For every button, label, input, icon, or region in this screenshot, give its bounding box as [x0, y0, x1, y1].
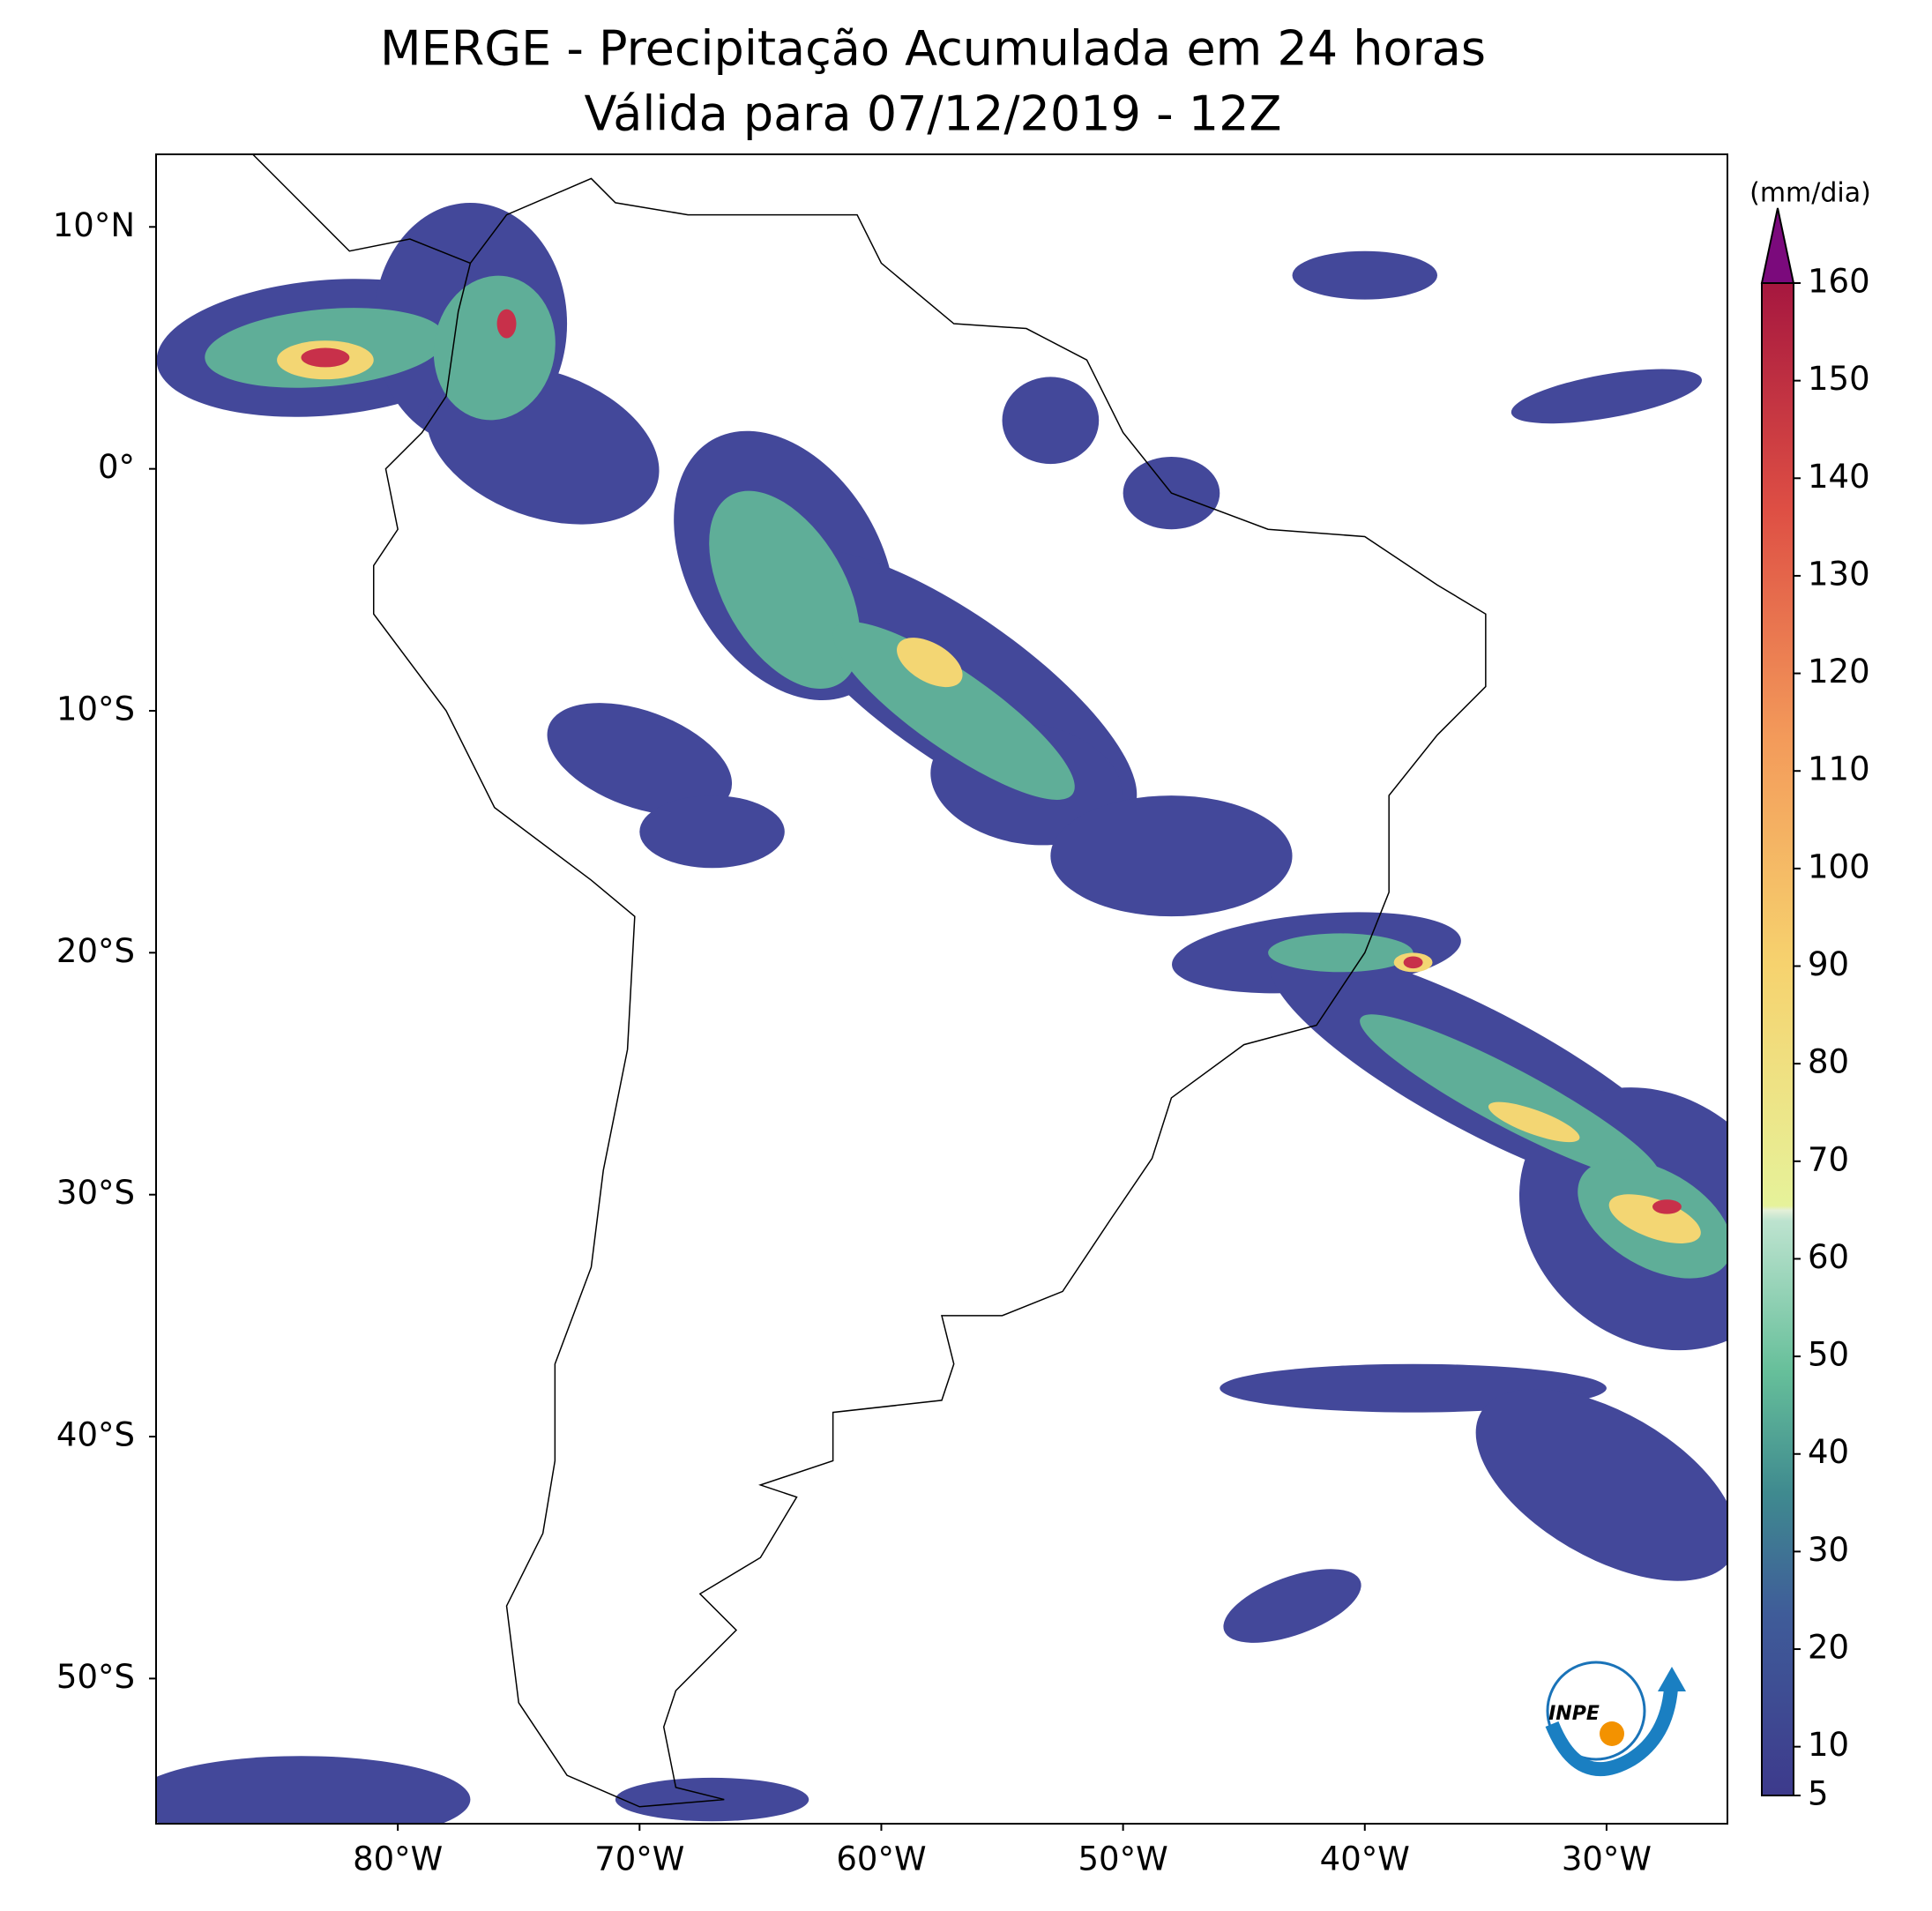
- rain-area: [1403, 956, 1423, 969]
- y-tick-label: 50°S: [56, 1658, 135, 1696]
- rain-area: [1292, 250, 1438, 300]
- y-tick-label: 0°: [98, 448, 135, 486]
- map-frame: [155, 153, 1728, 1825]
- colorbar-tick-label: 150: [1808, 360, 1870, 398]
- rain-area: [1488, 1101, 1580, 1143]
- x-tick-label: 40°W: [1320, 1840, 1410, 1878]
- y-tick-label: 10°S: [56, 690, 135, 728]
- logo-arrow: [1658, 1667, 1686, 1691]
- colorbar-tick-label: 160: [1808, 263, 1870, 301]
- y-tick-label: 10°N: [53, 206, 135, 244]
- logo-sun: [1600, 1721, 1624, 1746]
- x-tick-label: 50°W: [1078, 1840, 1168, 1878]
- central-america: [250, 154, 471, 265]
- y-tick-label: 30°S: [56, 1174, 135, 1212]
- colorbar-ticks: 5 10 20 30 40 50 60 70 80 90 100 110 120 130 140 150 160: [1794, 263, 1870, 1813]
- colorbar-extension: [1760, 207, 1795, 284]
- colorbar-tick-label: 90: [1808, 945, 1849, 983]
- colorbar-tick-label: 70: [1808, 1140, 1849, 1178]
- colorbar-tick-label: 30: [1808, 1531, 1849, 1569]
- coastline: [250, 154, 1487, 1808]
- x-tick-label: 70°W: [594, 1840, 684, 1878]
- rain-area: [1002, 377, 1100, 465]
- precipitation-layer: [156, 202, 1727, 1824]
- rain-area: [156, 1756, 471, 1824]
- title-line: Válida para 07/12/2019 - 12Z: [585, 86, 1282, 142]
- south-america: [372, 177, 1487, 1808]
- colorbar-tick-label: 100: [1808, 847, 1870, 885]
- rain-area: [1050, 795, 1293, 917]
- x-tick-label: 30°W: [1562, 1840, 1652, 1878]
- rain-area: [1475, 1389, 1727, 1581]
- y-tick-label: 20°S: [56, 932, 135, 970]
- colorbar-tick-label: 40: [1808, 1433, 1849, 1471]
- colorbar-tick-label: 20: [1808, 1629, 1849, 1667]
- rain-area: [832, 622, 1075, 800]
- colorbar-tick-label: 50: [1808, 1336, 1849, 1374]
- colorbar-tick-label: 10: [1808, 1726, 1849, 1764]
- colorbar-tick-label: 60: [1808, 1238, 1849, 1276]
- title-line: MERGE - Precipitação Acumulada em 24 hor…: [380, 21, 1486, 77]
- rain-area: [639, 795, 785, 869]
- rain-area: [1268, 933, 1414, 973]
- axes: 80°W 70°W 60°W 50°W 40°W 30°W 10°N 0° 10°S 20°S 30…: [53, 206, 1652, 1878]
- colorbar-tick-label: 5: [1808, 1775, 1829, 1813]
- colorbar-unit: (mm/dia): [1749, 178, 1871, 209]
- colorbar: [1761, 282, 1794, 1796]
- colorbar-tick-label: 110: [1808, 750, 1870, 788]
- colorbar-tick-label: 140: [1808, 458, 1870, 496]
- colorbar-tick-label: 80: [1808, 1043, 1849, 1081]
- colorbar-tick-label: 120: [1808, 653, 1870, 690]
- x-tick-label: 60°W: [836, 1840, 926, 1878]
- colorbar-tick-label: 130: [1808, 555, 1870, 593]
- inpe-logo: INPE: [1522, 1616, 1711, 1783]
- rain-area: [1652, 1199, 1682, 1214]
- rain-area: [1360, 1014, 1660, 1182]
- rain-area: [709, 490, 861, 690]
- logo-text: INPE: [1548, 1703, 1600, 1725]
- rain-area: [547, 703, 733, 816]
- rain-area: [615, 1777, 809, 1822]
- rain-area: [433, 275, 556, 421]
- y-tick-label: 40°S: [56, 1416, 135, 1454]
- logo-swoosh: [1545, 1688, 1678, 1777]
- rain-area: [496, 309, 517, 339]
- logo-orbit: [1546, 1661, 1646, 1761]
- rain-area: [1223, 1569, 1361, 1643]
- rain-area: [1608, 1194, 1701, 1243]
- rain-area: [897, 638, 963, 688]
- rain-area: [301, 347, 350, 368]
- rain-area: [1511, 369, 1703, 424]
- x-tick-label: 80°W: [353, 1840, 443, 1878]
